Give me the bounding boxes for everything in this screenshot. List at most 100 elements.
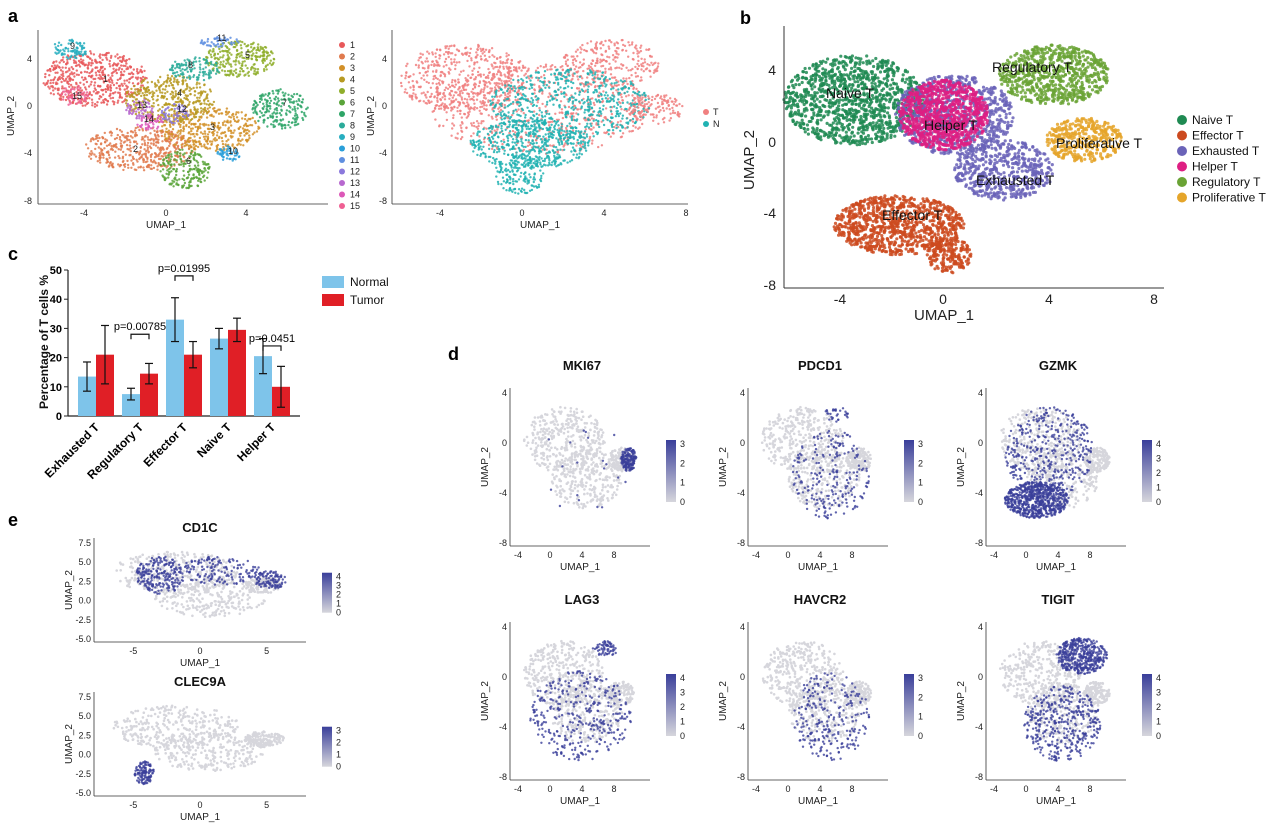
scale-tick: 2	[680, 702, 685, 712]
scale-tick: 1	[918, 478, 923, 488]
y-tick: 0	[740, 438, 745, 448]
x-axis-label: UMAP_1	[1036, 796, 1076, 807]
x-axis-label: UMAP_1	[798, 796, 838, 807]
cluster-label: 3	[210, 122, 215, 132]
x-tick: 0	[785, 784, 790, 794]
category-label: Helper T	[234, 420, 278, 464]
y-tick: -2.5	[75, 769, 91, 779]
scale-tick: 3	[1156, 454, 1161, 464]
y-tick: 0	[740, 672, 745, 682]
p-value: p=0.0451	[249, 333, 295, 345]
cluster-points	[43, 36, 309, 189]
legend-label: 5	[350, 86, 355, 96]
scale-tick: 2	[336, 738, 341, 748]
cluster-label: 13	[137, 100, 147, 110]
legend-swatch-T	[703, 109, 709, 115]
x-tick: -4	[436, 208, 444, 218]
cluster-label: 7	[282, 98, 287, 108]
x-axis-label: UMAP_1	[560, 562, 600, 573]
celltype-label: Effector T	[882, 207, 943, 223]
legend-swatch	[1177, 146, 1187, 156]
color-scale	[322, 727, 332, 767]
legend-swatch	[339, 192, 345, 198]
legend-swatch	[339, 88, 345, 94]
cluster-label: 15	[72, 91, 82, 101]
y-axis-label: UMAP_2	[480, 681, 491, 721]
x-tick: -4	[752, 784, 760, 794]
x-tick: 8	[849, 784, 854, 794]
y-tick: 4	[740, 622, 745, 632]
x-tick: 8	[849, 550, 854, 560]
scale-tick: 2	[918, 458, 923, 468]
legend-label: 10	[350, 144, 360, 154]
legend-swatch	[339, 111, 345, 117]
x-tick: 5	[264, 646, 269, 656]
scale-tick: 1	[918, 712, 923, 722]
scale-tick: 0	[680, 731, 685, 741]
celltype-label: Exhausted T	[976, 172, 1055, 188]
legend-label: 15	[350, 201, 360, 211]
x-tick: 0	[519, 208, 524, 218]
legend-swatch	[1177, 193, 1187, 203]
legend-swatch-N	[703, 121, 709, 127]
x-tick: -4	[752, 550, 760, 560]
scale-tick: 0	[336, 608, 341, 618]
legend-swatch	[339, 65, 345, 71]
y-tick: 0	[502, 672, 507, 682]
significance-bracket	[175, 276, 193, 281]
scale-tick: 1	[336, 750, 341, 760]
legend-swatch	[339, 169, 345, 175]
y-tick: 0	[27, 101, 32, 111]
tissue-points	[400, 39, 684, 195]
scale-tick: 0	[680, 497, 685, 507]
y-axis-label: UMAP_2	[956, 447, 967, 487]
y-tick: -4	[975, 488, 983, 498]
legend-label: 4	[350, 75, 355, 85]
scale-tick: 0	[918, 497, 923, 507]
y-axis-label: UMAP_2	[718, 447, 729, 487]
y-tick: -2.5	[75, 615, 91, 625]
x-tick: -4	[514, 784, 522, 794]
legend-label: Exhausted T	[1192, 144, 1260, 158]
x-tick: 0	[1023, 784, 1028, 794]
p-value: p=0.00785	[114, 321, 166, 333]
expression-points	[1000, 406, 1110, 519]
y-tick: 0.0	[78, 750, 91, 760]
color-scale	[666, 440, 676, 502]
significance-bracket	[263, 346, 281, 351]
cluster-label: 12	[177, 104, 187, 114]
legend-label: 1	[350, 40, 355, 50]
legend-swatch	[339, 42, 345, 48]
y-tick: -4	[737, 488, 745, 498]
legend-label: 3	[350, 63, 355, 73]
expression-points	[113, 705, 285, 786]
umap-celltype-plot: -4 0 4 8 4 0 -4 -8 UMAP_1 UMAP_2 Naive T…	[744, 20, 1264, 320]
y-tick: 5.0	[78, 711, 91, 721]
y-tick: -4	[975, 722, 983, 732]
y-tick: 4	[768, 62, 776, 78]
color-scale	[666, 674, 676, 736]
x-tick: 8	[1150, 291, 1158, 307]
cluster-label: 2	[133, 144, 138, 154]
scale-tick: 1	[680, 717, 685, 727]
scale-tick: 2	[680, 458, 685, 468]
y-tick: -8	[764, 277, 777, 293]
y-tick: -4	[379, 148, 387, 158]
x-tick: -5	[129, 800, 137, 810]
scale-tick: 2	[1156, 702, 1161, 712]
y-tick: -8	[975, 538, 983, 548]
gene-title: GZMK	[1039, 358, 1078, 373]
scale-tick: 3	[1156, 688, 1161, 698]
x-tick: 0	[785, 550, 790, 560]
x-tick: 4	[1045, 291, 1053, 307]
y-tick: -8	[499, 538, 507, 548]
celltype-label: Regulatory T	[992, 59, 1072, 75]
scale-tick: 1	[1156, 717, 1161, 727]
y-axis-label: UMAP_2	[6, 96, 17, 136]
expression-points	[523, 406, 638, 509]
legend-label: Regulatory T	[1192, 175, 1261, 189]
x-tick: -4	[990, 784, 998, 794]
